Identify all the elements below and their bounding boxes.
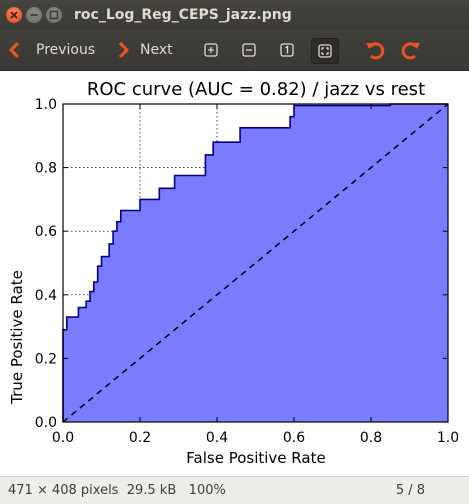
next-label: Next (140, 42, 173, 58)
best-fit-button[interactable] (311, 38, 339, 64)
best-fit-icon (318, 44, 332, 58)
maximize-icon (49, 10, 59, 20)
x-tick-label: 0.4 (206, 430, 228, 446)
chevron-right-icon (118, 41, 129, 59)
y-tick-label: 0.4 (35, 288, 57, 304)
minimize-icon (30, 14, 38, 16)
zoom-level: 100% (188, 483, 226, 498)
roc-curve (62, 103, 448, 422)
previous-label: Previous (36, 42, 96, 58)
previous-button[interactable]: Previous (8, 30, 95, 70)
page-indicator: 5 / 8 (395, 483, 425, 498)
zoom-out-icon (242, 43, 256, 57)
zoom-in-button[interactable] (198, 38, 224, 62)
x-tick-label: 0.0 (52, 430, 74, 446)
image-dimensions: 471 × 408 pixels (8, 483, 119, 498)
rotate-right-button[interactable] (398, 38, 424, 62)
image-view[interactable]: ROC curve (AUC = 0.82) / jazz vs rest 0.… (0, 71, 469, 476)
x-tick-label: 0.6 (283, 430, 305, 446)
window-title: roc_Log_Reg_CEPS_jazz.png (74, 7, 292, 23)
file-size: 29.5 kB (126, 483, 177, 498)
rotate-left-button[interactable] (362, 38, 388, 62)
ticks: 0.0 0.2 0.4 0.6 0.8 1.0 0.0 0.2 0.4 0.6 0.8 1.0 (35, 97, 459, 446)
toolbar: Previous Next (0, 30, 469, 71)
rotate-left-icon (366, 42, 385, 60)
roc-chart: ROC curve (AUC = 0.82) / jazz vs rest 0.… (8, 79, 459, 467)
plot-frame (62, 103, 449, 423)
normal-size-icon (280, 43, 294, 57)
rotate-right-icon (401, 42, 420, 60)
status-info: 471 × 408 pixels 29.5 kB 100% (8, 477, 226, 504)
y-tick-label: 1.0 (35, 97, 57, 113)
chart-title: ROC curve (AUC = 0.82) / jazz vs rest (87, 79, 425, 100)
y-tick-label: 0.8 (35, 161, 57, 177)
y-tick-label: 0.2 (35, 351, 57, 367)
zoom-in-icon (204, 43, 218, 57)
status-bar: 471 × 408 pixels 29.5 kB 100% 5 / 8 (0, 476, 469, 504)
x-tick-label: 0.8 (360, 430, 382, 446)
close-icon (10, 11, 18, 19)
maximize-window-button[interactable] (46, 7, 62, 23)
y-tick-label: 0.0 (35, 415, 57, 431)
normal-size-button[interactable] (274, 38, 300, 62)
x-tick-label: 1.0 (437, 430, 459, 446)
x-axis-label: False Positive Rate (186, 449, 325, 467)
next-button[interactable]: Next (116, 30, 173, 70)
zoom-out-button[interactable] (236, 38, 262, 62)
y-axis-label: True Positive Rate (8, 270, 26, 405)
minimize-window-button[interactable] (26, 7, 42, 23)
title-bar: roc_Log_Reg_CEPS_jazz.png (0, 0, 469, 30)
x-tick-label: 0.2 (129, 430, 151, 446)
y-tick-label: 0.6 (35, 224, 57, 240)
close-window-button[interactable] (6, 7, 22, 23)
chevron-left-icon (9, 41, 20, 59)
